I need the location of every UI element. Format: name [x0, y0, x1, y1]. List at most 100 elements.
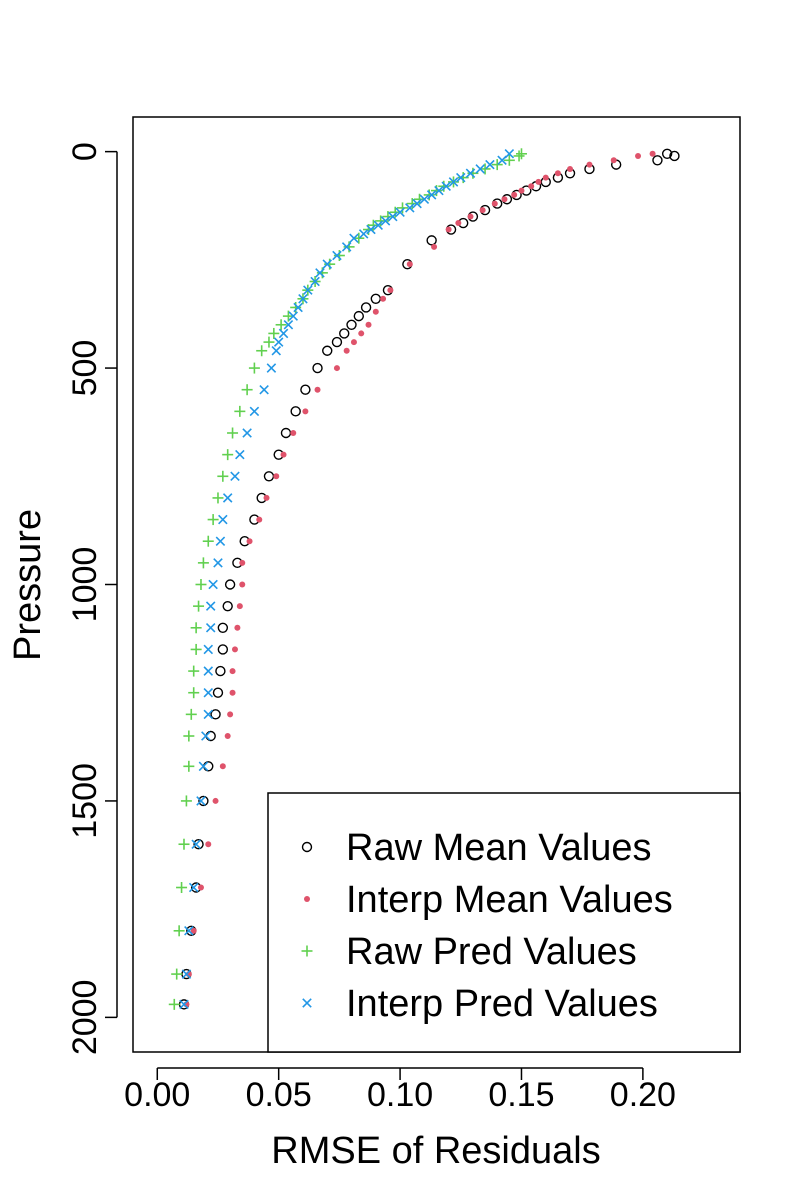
data-point [346, 319, 357, 330]
data-point [239, 559, 246, 566]
x-axis: 0.00 0.05 0.10 0.15 0.20 [124, 1067, 676, 1114]
data-point [173, 925, 185, 937]
data-point [485, 159, 495, 170]
data-point [229, 668, 236, 675]
data-point [212, 797, 219, 804]
data-point [185, 708, 197, 720]
data-point [350, 339, 357, 346]
data-point [465, 168, 476, 179]
data-point [282, 310, 294, 322]
data-point [280, 451, 287, 458]
legend-marker [301, 841, 313, 853]
data-point [426, 190, 437, 200]
x-tick-label: 0.20 [610, 1076, 676, 1114]
data-point [224, 579, 236, 590]
data-point [479, 207, 486, 214]
data-point [491, 159, 503, 171]
data-point [203, 666, 214, 676]
data-point [397, 202, 409, 214]
data-point [322, 259, 333, 269]
data-point [168, 998, 180, 1010]
data-point [280, 427, 292, 439]
data-point [205, 623, 216, 633]
data-point [288, 311, 299, 321]
data-point [661, 148, 673, 159]
data-point [515, 148, 527, 160]
data-point [266, 363, 277, 373]
data-point [669, 150, 680, 162]
data-point [360, 302, 372, 313]
data-point [217, 470, 229, 482]
data-point [389, 206, 401, 218]
data-point [218, 514, 228, 525]
data-point [179, 999, 189, 1010]
data-point [193, 839, 204, 850]
data-point [333, 250, 345, 262]
data-point [195, 579, 207, 590]
data-point [202, 535, 214, 547]
data-point [395, 207, 405, 217]
data-point [183, 730, 195, 742]
data-point [423, 189, 435, 201]
x-tick-label: 0.15 [488, 1076, 554, 1114]
data-point [290, 406, 301, 417]
data-point [290, 429, 297, 436]
data-point [198, 761, 209, 772]
data-point [382, 211, 394, 223]
data-point [353, 310, 365, 322]
data-point [649, 150, 656, 157]
data-point [445, 226, 452, 233]
data-point [263, 471, 275, 482]
data-point [426, 235, 437, 246]
data-point [248, 362, 260, 374]
data-point [222, 600, 233, 612]
data-point [358, 330, 365, 337]
data-point [298, 294, 308, 304]
data-point [343, 241, 355, 253]
data-point [434, 185, 444, 196]
data-point [239, 581, 246, 588]
data-point [190, 643, 202, 655]
data-point [372, 308, 379, 315]
data-point [513, 150, 525, 162]
data-point [332, 250, 342, 261]
data-point [201, 731, 211, 741]
data-point [263, 336, 275, 348]
data-point [215, 536, 226, 546]
data-point [349, 233, 359, 243]
data-point [227, 427, 239, 439]
data-point [212, 492, 224, 504]
data-point [431, 185, 442, 197]
data-point [300, 384, 311, 395]
data-point [230, 471, 240, 482]
data-point [380, 216, 391, 226]
legend-marker [304, 896, 310, 902]
data-point [222, 493, 233, 503]
data-point [196, 796, 206, 806]
data-point [314, 386, 321, 393]
x-axis-label: RMSE of Residuals [271, 1130, 600, 1172]
x-tick-label: 0.00 [124, 1076, 190, 1114]
data-point [554, 170, 561, 177]
data-point [475, 164, 485, 174]
data-point [275, 319, 287, 331]
data-point [246, 538, 253, 545]
data-point [273, 473, 280, 480]
data-point [227, 711, 234, 718]
data-point [231, 646, 238, 653]
data-point [241, 384, 253, 396]
data-point [333, 365, 340, 372]
data-point [222, 449, 234, 461]
data-point [193, 600, 205, 612]
legend: Raw Mean Values Interp Mean Values Raw Pre… [267, 792, 741, 1053]
data-point [190, 622, 202, 634]
data-point [503, 154, 515, 166]
data-point [283, 320, 294, 330]
data-point [341, 242, 352, 252]
data-point [242, 428, 252, 438]
legend-label: Interp Pred Values [346, 983, 658, 1025]
data-point [312, 362, 323, 374]
x-tick-label: 0.10 [367, 1076, 433, 1114]
data-point [188, 687, 200, 699]
data-point [256, 345, 268, 357]
